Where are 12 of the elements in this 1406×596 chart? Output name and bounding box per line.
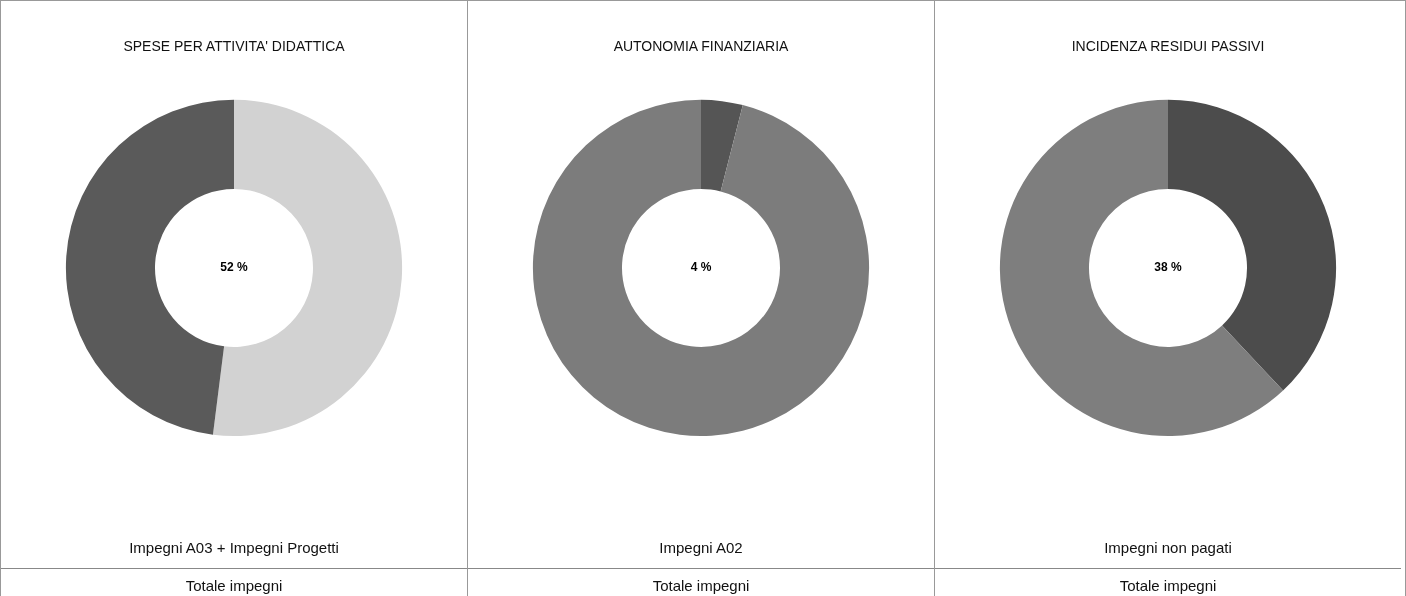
chart-title: AUTONOMIA FINANZIARIA bbox=[613, 38, 790, 55]
text: Impegni non pagati bbox=[1103, 539, 1233, 556]
data-label: 38 % bbox=[1154, 260, 1182, 275]
data-label: 52 % bbox=[220, 260, 248, 275]
text: Impegni A03 + Impegni Progetti bbox=[128, 539, 340, 556]
text: Totale impegni bbox=[651, 577, 751, 594]
chart-title: SPESE PER ATTIVITA' DIDATTICA bbox=[123, 38, 346, 55]
text: Impegni A02 bbox=[658, 539, 744, 556]
chart-title: INCIDENZA RESIDUI PASSIVI bbox=[1071, 38, 1265, 55]
text: Totale impegni bbox=[184, 577, 284, 594]
data-label: 4 % bbox=[690, 260, 712, 275]
text: Totale impegni bbox=[1118, 577, 1218, 594]
